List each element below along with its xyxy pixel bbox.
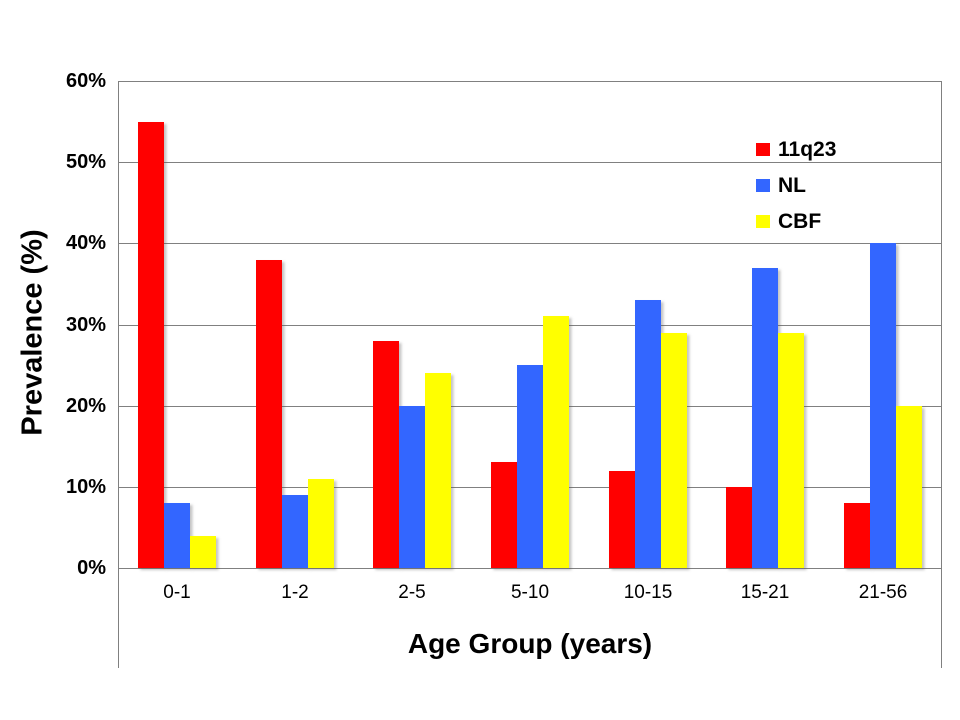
y-axis-line — [118, 81, 119, 668]
gridline-30 — [118, 325, 942, 326]
bar-NL-21-56 — [870, 243, 896, 568]
x-tick-label-21-56: 21-56 — [858, 582, 908, 603]
y-tick-label-30pct: 30% — [65, 314, 106, 336]
bar-11q23-0-1 — [138, 122, 164, 568]
legend-label-CBF: CBF — [778, 209, 822, 233]
bar-11q23-15-21 — [726, 487, 752, 568]
x-tick-label-2-5: 2-5 — [398, 582, 426, 603]
gridline-50 — [118, 162, 942, 163]
bar-NL-0-1 — [164, 503, 190, 568]
legend-swatch-icon-NL — [756, 178, 770, 192]
legend-label-NL: NL — [778, 173, 806, 197]
x-tick-label-5-10: 5-10 — [510, 582, 550, 603]
bar-NL-1-2 — [282, 495, 308, 568]
legend-swatch-icon-CBF — [756, 214, 770, 228]
bar-CBF-2-5 — [425, 373, 451, 568]
bar-CBF-21-56 — [896, 406, 922, 568]
legend-item-NL: NL — [756, 167, 836, 203]
y-tick-label-50pct: 50% — [65, 151, 106, 173]
bar-NL-2-5 — [399, 406, 425, 568]
plot-right-border — [941, 81, 942, 668]
bar-CBF-1-2 — [308, 479, 334, 568]
x-tick-label-0-1: 0-1 — [163, 582, 191, 603]
bar-11q23-2-5 — [373, 341, 399, 568]
x-tick-label-10-15: 10-15 — [623, 582, 673, 603]
gridline-40 — [118, 243, 942, 244]
x-tick-label-1-2: 1-2 — [281, 582, 309, 603]
x-axis-title: Age Group (years) — [407, 628, 653, 659]
legend-swatch-icon-11q23 — [756, 142, 770, 156]
bar-11q23-10-15 — [609, 471, 635, 568]
bar-CBF-10-15 — [661, 333, 687, 568]
x-axis-line — [118, 568, 942, 569]
bar-NL-15-21 — [752, 268, 778, 568]
y-tick-label-40pct: 40% — [65, 232, 106, 254]
bar-CBF-15-21 — [778, 333, 804, 568]
legend-item-CBF: CBF — [756, 203, 836, 239]
y-tick-label-10pct: 10% — [65, 476, 106, 498]
bar-11q23-21-56 — [844, 503, 870, 568]
bar-CBF-0-1 — [190, 536, 216, 568]
bar-11q23-1-2 — [256, 260, 282, 568]
y-tick-label-0pct: 0% — [77, 557, 106, 579]
bar-CBF-5-10 — [543, 316, 569, 568]
legend-item-11q23: 11q23 — [756, 131, 836, 167]
bar-11q23-5-10 — [491, 462, 517, 568]
legend-label-11q23: 11q23 — [778, 137, 837, 161]
y-tick-label-60pct: 60% — [65, 70, 106, 92]
bar-NL-5-10 — [517, 365, 543, 568]
gridline-60 — [118, 81, 942, 82]
legend: 11q23 NL CBF — [756, 131, 836, 239]
x-tick-label-15-21: 15-21 — [740, 582, 790, 603]
bar-NL-10-15 — [635, 300, 661, 568]
y-tick-label-20pct: 20% — [65, 395, 106, 417]
